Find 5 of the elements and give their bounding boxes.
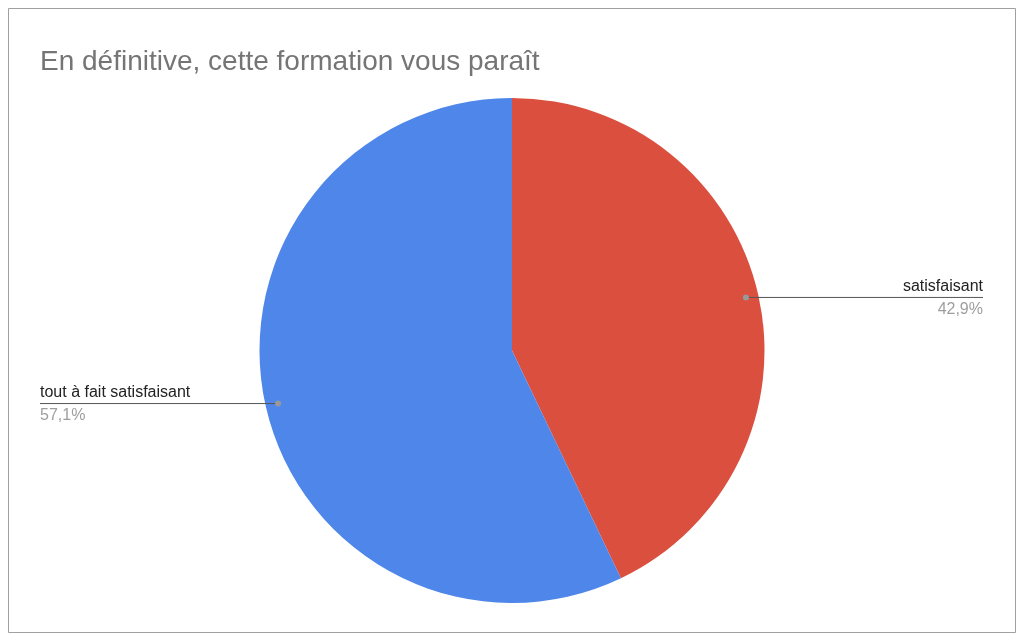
data-label: 57,1% (40, 405, 86, 423)
data-label: 42,9% (937, 299, 983, 317)
chart-title: En définitive, cette formation vous paraît (40, 45, 540, 76)
slice-label: satisfaisant (902, 276, 984, 294)
slice-label: tout à fait satisfaisant (40, 382, 191, 400)
